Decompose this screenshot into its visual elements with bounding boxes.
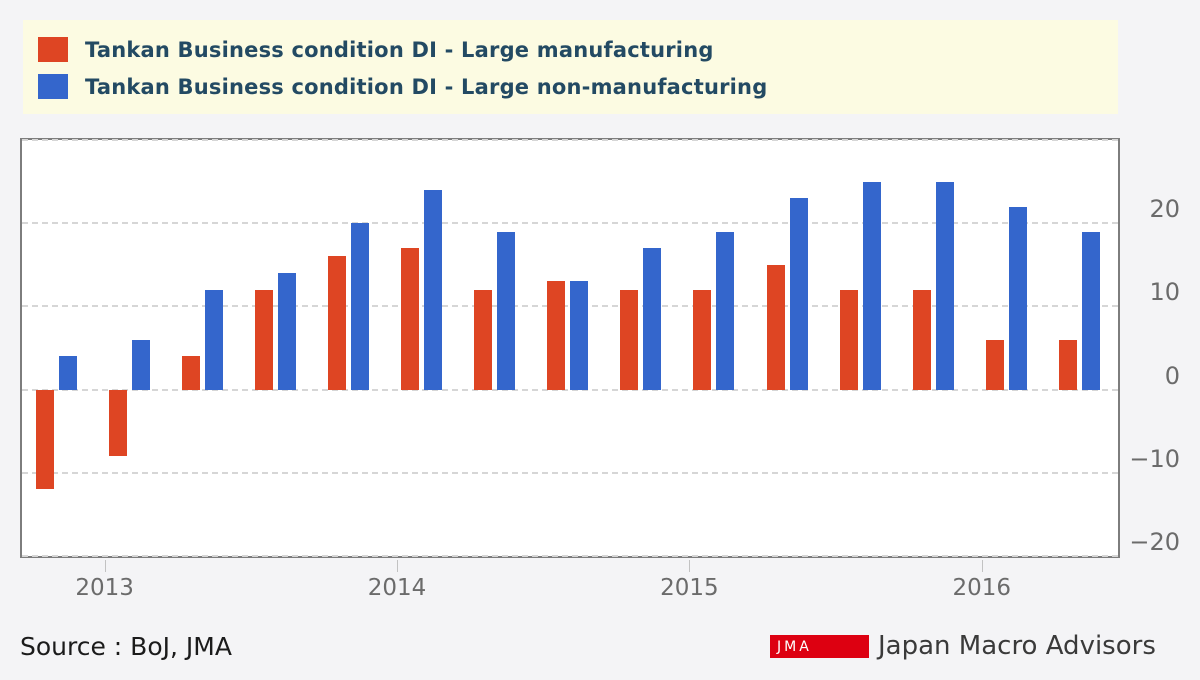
y-axis-label-20: 20 (1149, 195, 1180, 224)
bar-non-manufacturing-2014-Q1 (424, 189, 442, 390)
chart-legend: Tankan Business condition DI - Large man… (23, 20, 1118, 114)
bar-non-manufacturing-2013-Q3 (277, 273, 296, 390)
bar-manufacturing-2012-Q4 (35, 389, 54, 490)
x-axis-tick-2015 (689, 560, 691, 572)
bar-manufacturing-2016-Q2 (1058, 339, 1077, 390)
x-axis-label-2016: 2016 (952, 575, 1012, 601)
bar-manufacturing-2013-Q1 (108, 389, 127, 457)
legend-item-large-manufacturing[interactable]: Tankan Business condition DI - Large man… (38, 31, 1118, 68)
bar-non-manufacturing-2014-Q2 (497, 231, 516, 390)
bar-manufacturing-2014-Q3 (547, 281, 566, 390)
bar-non-manufacturing-2016-Q1 (1008, 206, 1027, 390)
x-axis-label-2015: 2015 (660, 575, 719, 601)
bar-manufacturing-2013-Q4 (327, 256, 346, 390)
gridline-10 (22, 305, 1118, 308)
bar-non-manufacturing-2013-Q4 (350, 223, 369, 390)
bar-non-manufacturing-2015-Q2 (789, 198, 808, 390)
x-axis-label-2014: 2014 (367, 575, 427, 601)
source-note: Source : BoJ, JMA (20, 632, 232, 661)
x-axis-tick-2013 (104, 560, 106, 572)
bar-non-manufacturing-2016-Q2 (1081, 231, 1100, 390)
y-axis-label--10: −10 (1129, 444, 1180, 473)
x-axis-tick-2016 (981, 560, 983, 572)
legend-item-large-non-manufacturing[interactable]: Tankan Business condition DI - Large non… (38, 68, 1118, 105)
legend-label-non-manufacturing: Tankan Business condition DI - Large non… (85, 74, 768, 99)
bar-manufacturing-2013-Q2 (181, 356, 200, 390)
bar-manufacturing-2016-Q1 (985, 339, 1004, 390)
bar-manufacturing-2015-Q1 (693, 289, 712, 390)
jma-logo-badge-icon: JMA (770, 634, 869, 658)
gridline--20 (22, 555, 1118, 557)
x-axis-label-2013: 2013 (75, 575, 134, 601)
gridline-30 (22, 139, 1118, 141)
bar-manufacturing-2014-Q4 (620, 289, 639, 390)
bar-manufacturing-2014-Q2 (474, 289, 493, 390)
bar-non-manufacturing-2012-Q4 (58, 356, 77, 390)
jma-logo-text: Japan Macro Advisors (878, 631, 1156, 661)
y-axis-label-10: 10 (1149, 278, 1180, 307)
y-axis-label--20: −20 (1129, 528, 1180, 556)
gridline-0 (22, 388, 1118, 391)
bar-manufacturing-2015-Q2 (766, 264, 785, 390)
x-axis-tick-2014 (397, 560, 398, 572)
bar-manufacturing-2015-Q4 (912, 289, 931, 390)
y-axis-label-0: 0 (1164, 361, 1180, 390)
legend-label-manufacturing: Tankan Business condition DI - Large man… (85, 37, 714, 62)
bar-non-manufacturing-2014-Q4 (643, 248, 662, 390)
bar-manufacturing-2015-Q3 (839, 289, 858, 390)
legend-swatch-non-manufacturing-icon (38, 74, 68, 99)
plot-area (22, 139, 1118, 557)
bar-non-manufacturing-2015-Q4 (935, 181, 954, 390)
chart-frame (20, 138, 1120, 558)
bar-non-manufacturing-2013-Q2 (204, 289, 223, 390)
bar-non-manufacturing-2014-Q3 (570, 281, 589, 390)
gridline--10 (22, 471, 1118, 474)
gridline-20 (22, 222, 1118, 225)
bar-non-manufacturing-2015-Q3 (862, 181, 881, 390)
bar-manufacturing-2014-Q1 (401, 248, 419, 390)
bar-non-manufacturing-2015-Q1 (716, 231, 735, 390)
legend-swatch-manufacturing-icon (38, 37, 68, 62)
bar-non-manufacturing-2013-Q1 (131, 339, 150, 390)
jma-logo: JMA Japan Macro Advisors (770, 631, 1156, 661)
bar-manufacturing-2013-Q3 (254, 289, 273, 390)
